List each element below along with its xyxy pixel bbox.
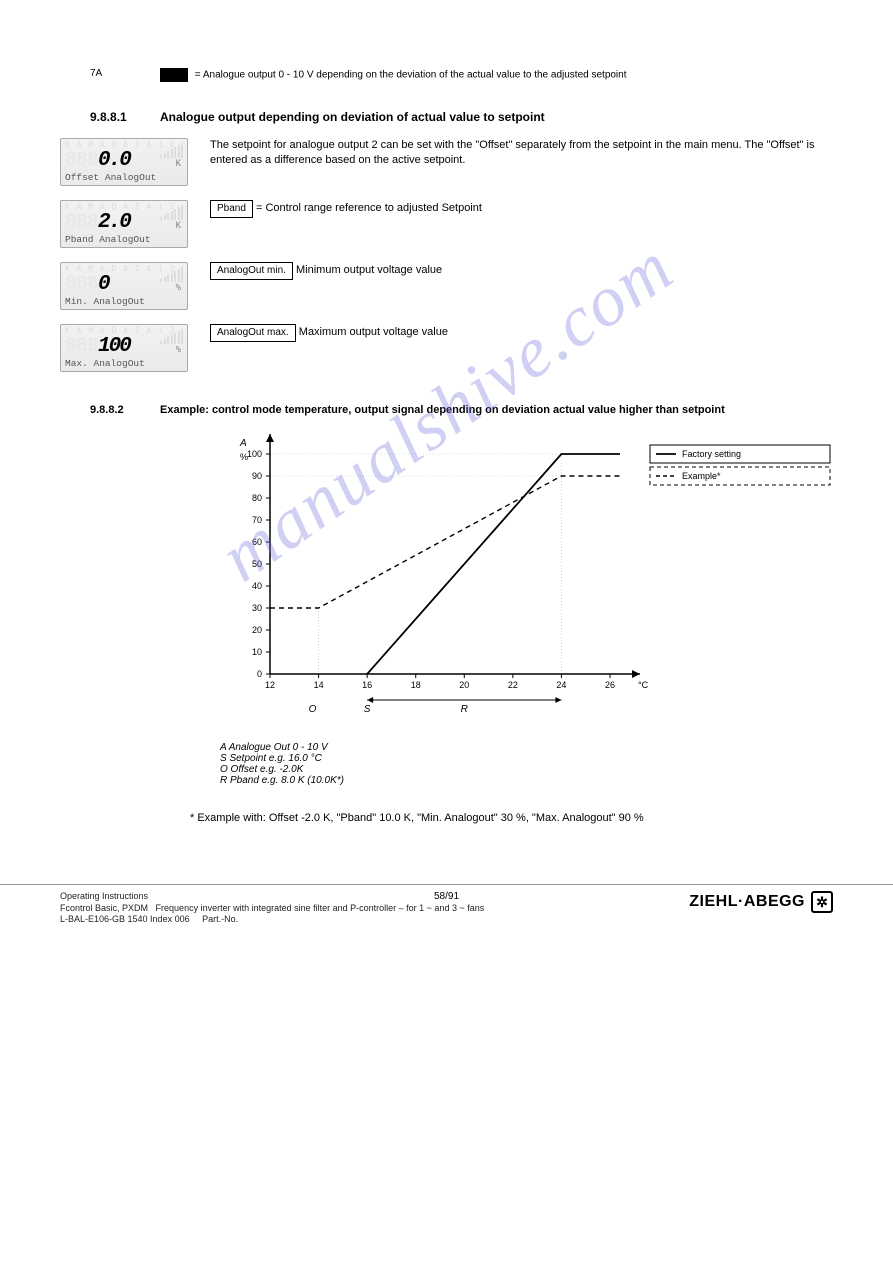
svg-text:Example*: Example* bbox=[682, 471, 721, 481]
code-box: Pband bbox=[210, 200, 253, 218]
svg-text:26: 26 bbox=[605, 680, 615, 690]
svg-text:16: 16 bbox=[362, 680, 372, 690]
svg-text:Factory setting: Factory setting bbox=[682, 449, 741, 459]
lcd-value: 100 bbox=[98, 335, 130, 358]
legend-lines: A Analogue Out 0 - 10 V S Setpoint e.g. … bbox=[220, 742, 833, 786]
setting-desc: AnalogOut min. Minimum output voltage va… bbox=[210, 262, 833, 280]
signal-icon bbox=[160, 329, 183, 344]
chart: 10090807060504030201001214161820222426A%… bbox=[220, 424, 860, 734]
lcd-caption: Pband AnalogOut bbox=[65, 234, 183, 245]
header-text: = Analogue output 0 - 10 V depending on … bbox=[160, 68, 833, 82]
lcd-value: 0 bbox=[98, 273, 109, 296]
footer-text: Operating Instructions Fcontrol Basic, P… bbox=[60, 891, 484, 926]
setting-row: K A M A D A I A 1 2 3 0 8882.0 K Pband A… bbox=[60, 200, 833, 248]
lcd-panel: K A M A D A I A 1 2 3 0 888100 % Max. An… bbox=[60, 324, 188, 372]
setting-desc: The setpoint for analogue output 2 can b… bbox=[210, 138, 833, 168]
brand-text: ZIEHL·ABEGG bbox=[689, 893, 805, 911]
footer-item: L-BAL-E106-GB 1540 Index 006 bbox=[60, 914, 190, 924]
legend-a: A Analogue Out 0 - 10 V bbox=[220, 742, 833, 753]
section-header: 9.8.8.1 Analogue output depending on dev… bbox=[60, 110, 833, 124]
svg-text:%: % bbox=[240, 452, 248, 462]
svg-text:O: O bbox=[309, 704, 317, 715]
footer-part: Part.-No. bbox=[202, 914, 238, 924]
svg-text:14: 14 bbox=[314, 680, 324, 690]
svg-text:40: 40 bbox=[252, 581, 262, 591]
legend-o: O Offset e.g. -2.0K bbox=[220, 764, 833, 775]
lcd-value: 0.0 bbox=[98, 149, 130, 172]
svg-text:24: 24 bbox=[556, 680, 566, 690]
svg-text:S: S bbox=[364, 704, 371, 715]
lcd-unit: K bbox=[176, 221, 181, 231]
example-header: 9.8.8.2 Example: control mode temperatur… bbox=[60, 404, 833, 416]
chart-svg: 10090807060504030201001214161820222426A%… bbox=[220, 424, 860, 734]
setting-row: K A M A D A I A 1 2 3 0 8880.0 K Offset … bbox=[60, 138, 833, 186]
code-box: AnalogOut min. bbox=[210, 262, 293, 280]
footer-title: Operating Instructions bbox=[60, 891, 484, 903]
header: 7A = Analogue output 0 - 10 V depending … bbox=[60, 0, 833, 82]
footer-subtitle: Frequency inverter with integrated sine … bbox=[156, 903, 485, 913]
setting-desc: Pband = Control range reference to adjus… bbox=[210, 200, 833, 218]
header-desc: = Analogue output 0 - 10 V depending on … bbox=[192, 70, 627, 81]
signal-icon bbox=[160, 205, 183, 220]
lcd-caption: Offset AnalogOut bbox=[65, 172, 183, 183]
lcd-unit: % bbox=[176, 283, 181, 293]
section-num: 9.8.8.1 bbox=[60, 110, 160, 124]
footer: Operating Instructions Fcontrol Basic, P… bbox=[0, 884, 893, 966]
setting-row: K A M A D A I A 1 2 3 0 888100 % Max. An… bbox=[60, 324, 833, 372]
svg-text:°C: °C bbox=[638, 680, 649, 690]
signal-icon bbox=[160, 267, 183, 282]
section-title: Analogue output depending on deviation o… bbox=[160, 110, 545, 124]
signal-icon bbox=[160, 143, 183, 158]
svg-text:100: 100 bbox=[247, 449, 262, 459]
svg-text:20: 20 bbox=[459, 680, 469, 690]
svg-text:0: 0 bbox=[257, 669, 262, 679]
lcd-caption: Min. AnalogOut bbox=[65, 296, 183, 307]
brand-logo: ZIEHL·ABEGG ✲ bbox=[689, 891, 833, 913]
lcd-unit: K bbox=[176, 159, 181, 169]
svg-text:R: R bbox=[461, 704, 468, 715]
code-box: AnalogOut max. bbox=[210, 324, 296, 342]
svg-text:20: 20 bbox=[252, 625, 262, 635]
note: * Example with: Offset -2.0 K, "Pband" 1… bbox=[190, 812, 833, 824]
svg-text:18: 18 bbox=[411, 680, 421, 690]
legend-r: R Pband e.g. 8.0 K (10.0K*) bbox=[220, 775, 833, 786]
black-box-icon bbox=[160, 68, 188, 82]
svg-text:12: 12 bbox=[265, 680, 275, 690]
brand-icon: ✲ bbox=[811, 891, 833, 913]
svg-text:70: 70 bbox=[252, 515, 262, 525]
lcd-caption: Max. AnalogOut bbox=[65, 358, 183, 369]
svg-text:90: 90 bbox=[252, 471, 262, 481]
legend-s: S Setpoint e.g. 16.0 °C bbox=[220, 753, 833, 764]
lcd-panel: K A M A D A I A 1 2 3 0 8880 % Min. Anal… bbox=[60, 262, 188, 310]
example-title: Example: control mode temperature, outpu… bbox=[160, 404, 725, 416]
footer-model: Fcontrol Basic, PXDM bbox=[60, 903, 148, 913]
svg-text:60: 60 bbox=[252, 537, 262, 547]
svg-text:80: 80 bbox=[252, 493, 262, 503]
svg-text:50: 50 bbox=[252, 559, 262, 569]
example-num: 9.8.8.2 bbox=[60, 404, 160, 416]
svg-text:30: 30 bbox=[252, 603, 262, 613]
svg-text:A: A bbox=[239, 438, 247, 449]
setting-desc: AnalogOut max. Maximum output voltage va… bbox=[210, 324, 833, 342]
svg-text:10: 10 bbox=[252, 647, 262, 657]
lcd-panel: K A M A D A I A 1 2 3 0 8880.0 K Offset … bbox=[60, 138, 188, 186]
footer-page: 58/91 bbox=[434, 891, 459, 902]
lcd-value: 2.0 bbox=[98, 211, 130, 234]
setting-row: K A M A D A I A 1 2 3 0 8880 % Min. Anal… bbox=[60, 262, 833, 310]
svg-text:22: 22 bbox=[508, 680, 518, 690]
header-num: 7A bbox=[60, 68, 160, 79]
lcd-unit: % bbox=[176, 345, 181, 355]
lcd-panel: K A M A D A I A 1 2 3 0 8882.0 K Pband A… bbox=[60, 200, 188, 248]
